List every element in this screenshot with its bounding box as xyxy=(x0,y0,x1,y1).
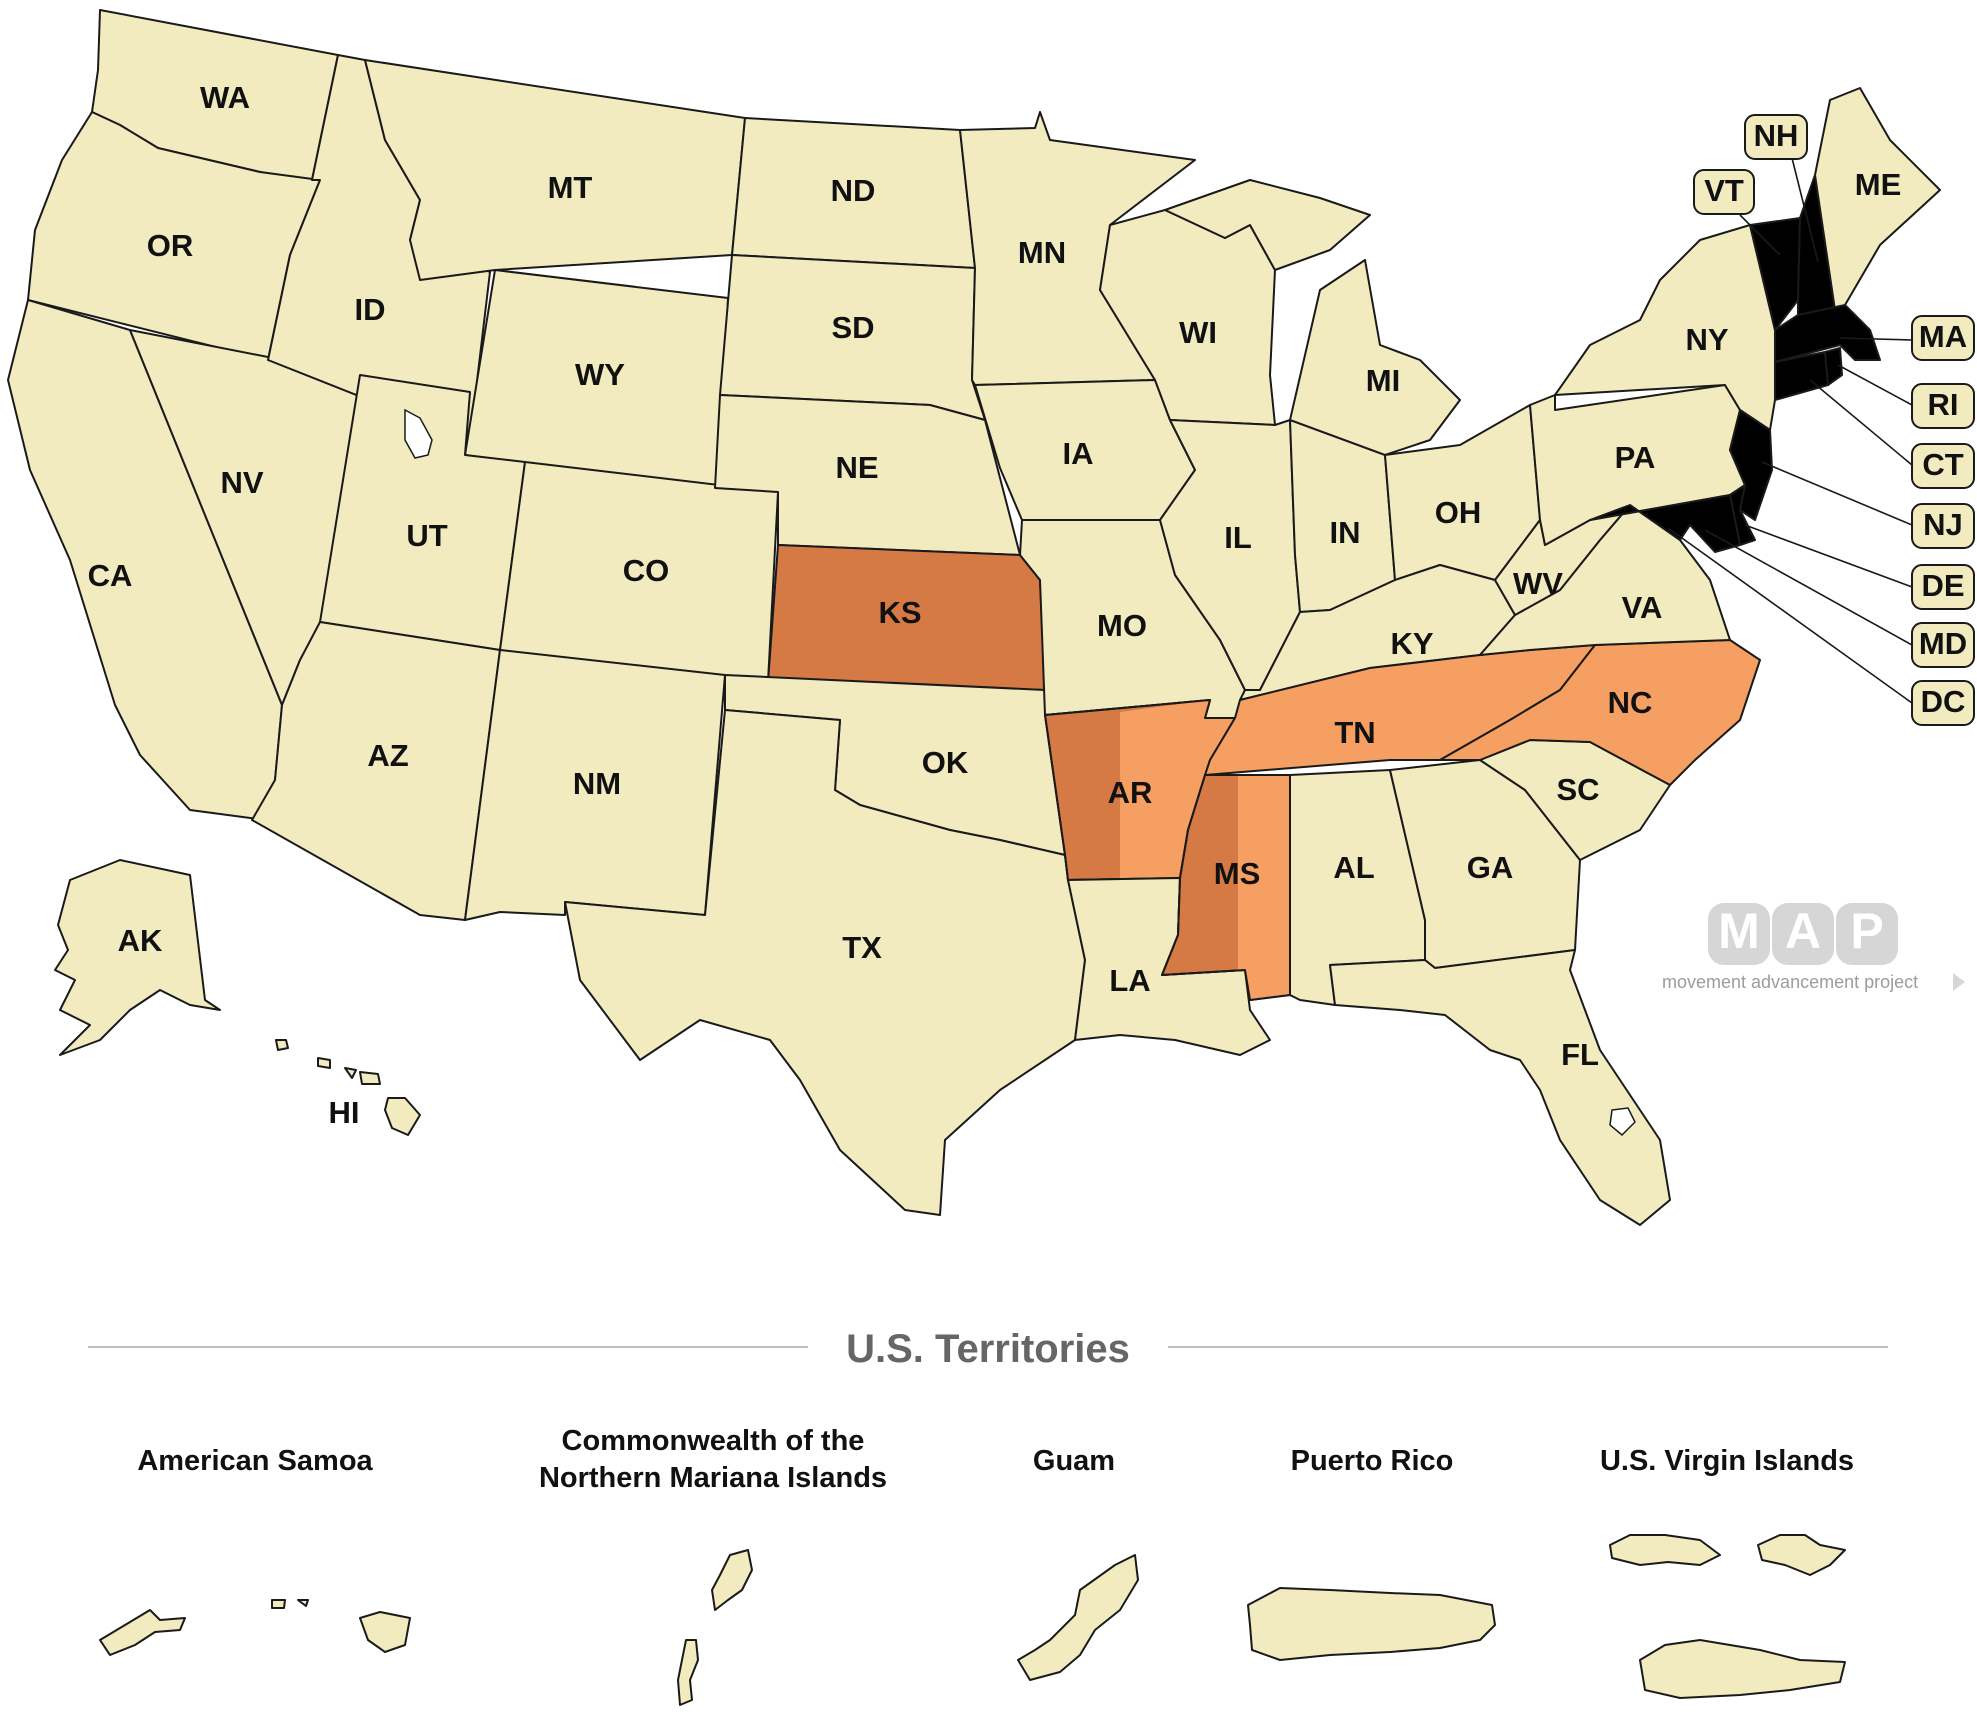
svg-text:VT: VT xyxy=(1704,173,1744,208)
label-HI: HI xyxy=(329,1095,360,1130)
svg-text:DE: DE xyxy=(1921,568,1964,603)
label-VA: VA xyxy=(1622,590,1663,625)
label-AZ: AZ xyxy=(367,738,408,773)
label-NM: NM xyxy=(573,766,621,801)
callout-DC[interactable]: DC xyxy=(1667,527,1975,726)
state-FL[interactable] xyxy=(1329,949,1671,1226)
territory-guam[interactable] xyxy=(1017,1554,1139,1681)
state-MI-up[interactable] xyxy=(1164,179,1371,271)
callout-NJ[interactable]: NJ xyxy=(1761,461,1975,549)
label-OK: OK xyxy=(922,745,969,780)
territory-label-puerto-rico: Puerto Rico xyxy=(1291,1445,1454,1477)
label-TX: TX xyxy=(842,930,882,965)
label-WA: WA xyxy=(200,80,250,115)
callout-MA[interactable]: MA xyxy=(1839,315,1975,361)
callout-RI[interactable]: RI xyxy=(1837,364,1975,429)
callout-NH[interactable]: NH xyxy=(1744,114,1819,263)
state-MA[interactable] xyxy=(1774,304,1881,363)
territory-label-guam: Guam xyxy=(1033,1445,1115,1477)
label-ND: ND xyxy=(831,173,876,208)
svg-text:RI: RI xyxy=(1928,387,1959,422)
label-LA: LA xyxy=(1109,963,1150,998)
territory-puerto-rico[interactable] xyxy=(1247,1587,1496,1661)
label-WY: WY xyxy=(575,357,625,392)
label-CO: CO xyxy=(623,553,670,588)
territory-label-american-samoa: American Samoa xyxy=(137,1445,373,1477)
label-PA: PA xyxy=(1615,440,1656,475)
label-MS: MS xyxy=(1214,856,1261,891)
state-MD[interactable] xyxy=(1589,494,1741,553)
svg-text:NJ: NJ xyxy=(1923,507,1963,542)
map-logo: M A P movement advancement project xyxy=(1662,903,1965,992)
svg-text:P: P xyxy=(1850,903,1883,959)
label-KY: KY xyxy=(1390,626,1433,661)
territory-label-cnmi-line1: Commonwealth of the xyxy=(562,1425,865,1457)
state-HI[interactable] xyxy=(275,1039,421,1136)
label-ID: ID xyxy=(355,292,386,327)
svg-text:CT: CT xyxy=(1922,447,1963,482)
label-MO: MO xyxy=(1097,608,1147,643)
label-AL: AL xyxy=(1333,850,1374,885)
label-GA: GA xyxy=(1467,850,1514,885)
label-KS: KS xyxy=(878,595,921,630)
territory-usvi[interactable] xyxy=(1609,1534,1846,1699)
label-SD: SD xyxy=(831,310,874,345)
svg-text:NH: NH xyxy=(1754,118,1799,153)
territories-title: U.S. Territories xyxy=(846,1327,1130,1371)
label-SC: SC xyxy=(1556,772,1599,807)
label-WI: WI xyxy=(1179,315,1217,350)
callout-MD[interactable]: MD xyxy=(1704,529,1975,668)
state-AR-partial xyxy=(1120,700,1235,878)
label-ME: ME xyxy=(1855,167,1902,202)
label-FL: FL xyxy=(1561,1037,1599,1072)
svg-text:DC: DC xyxy=(1921,684,1966,719)
callout-CT[interactable]: CT xyxy=(1809,379,1975,489)
label-IA: IA xyxy=(1063,436,1094,471)
svg-text:M: M xyxy=(1718,903,1760,959)
territory-label-cnmi-line2: Northern Mariana Islands xyxy=(539,1462,887,1494)
label-UT: UT xyxy=(406,518,447,553)
label-OR: OR xyxy=(147,228,194,263)
state-MS-partial xyxy=(1238,775,1290,1000)
label-IL: IL xyxy=(1224,520,1252,555)
state-AK[interactable] xyxy=(54,859,221,1056)
great-salt-lake xyxy=(404,408,433,459)
callout-DE[interactable]: DE xyxy=(1744,524,1975,610)
label-AR: AR xyxy=(1108,775,1153,810)
callout-VT[interactable]: VT xyxy=(1693,169,1781,256)
svg-text:MA: MA xyxy=(1919,319,1967,354)
territory-cnmi[interactable] xyxy=(677,1549,753,1706)
territory-american-samoa[interactable] xyxy=(99,1599,411,1656)
label-NV: NV xyxy=(220,465,263,500)
label-OH: OH xyxy=(1435,495,1482,530)
label-MN: MN xyxy=(1018,235,1066,270)
state-TX[interactable] xyxy=(564,709,1086,1216)
label-NC: NC xyxy=(1608,685,1653,720)
label-WV: WV xyxy=(1513,566,1563,601)
state-NM[interactable] xyxy=(464,649,726,921)
label-TN: TN xyxy=(1334,715,1375,750)
territory-label-usvi: U.S. Virgin Islands xyxy=(1600,1445,1854,1477)
label-CA: CA xyxy=(88,558,133,593)
svg-text:MD: MD xyxy=(1919,626,1967,661)
state-NC[interactable] xyxy=(1439,639,1761,786)
label-MT: MT xyxy=(548,170,593,205)
label-NE: NE xyxy=(835,450,878,485)
svg-text:A: A xyxy=(1785,903,1821,959)
svg-text:movement advancement project: movement advancement project xyxy=(1662,972,1918,992)
state-NJ[interactable] xyxy=(1729,409,1773,521)
label-IN: IN xyxy=(1330,515,1361,550)
label-AK: AK xyxy=(118,923,163,958)
label-NY: NY xyxy=(1685,322,1728,357)
lake-okeechobee xyxy=(1609,1107,1636,1137)
label-MI: MI xyxy=(1366,363,1400,398)
state-RI[interactable] xyxy=(1824,347,1843,386)
